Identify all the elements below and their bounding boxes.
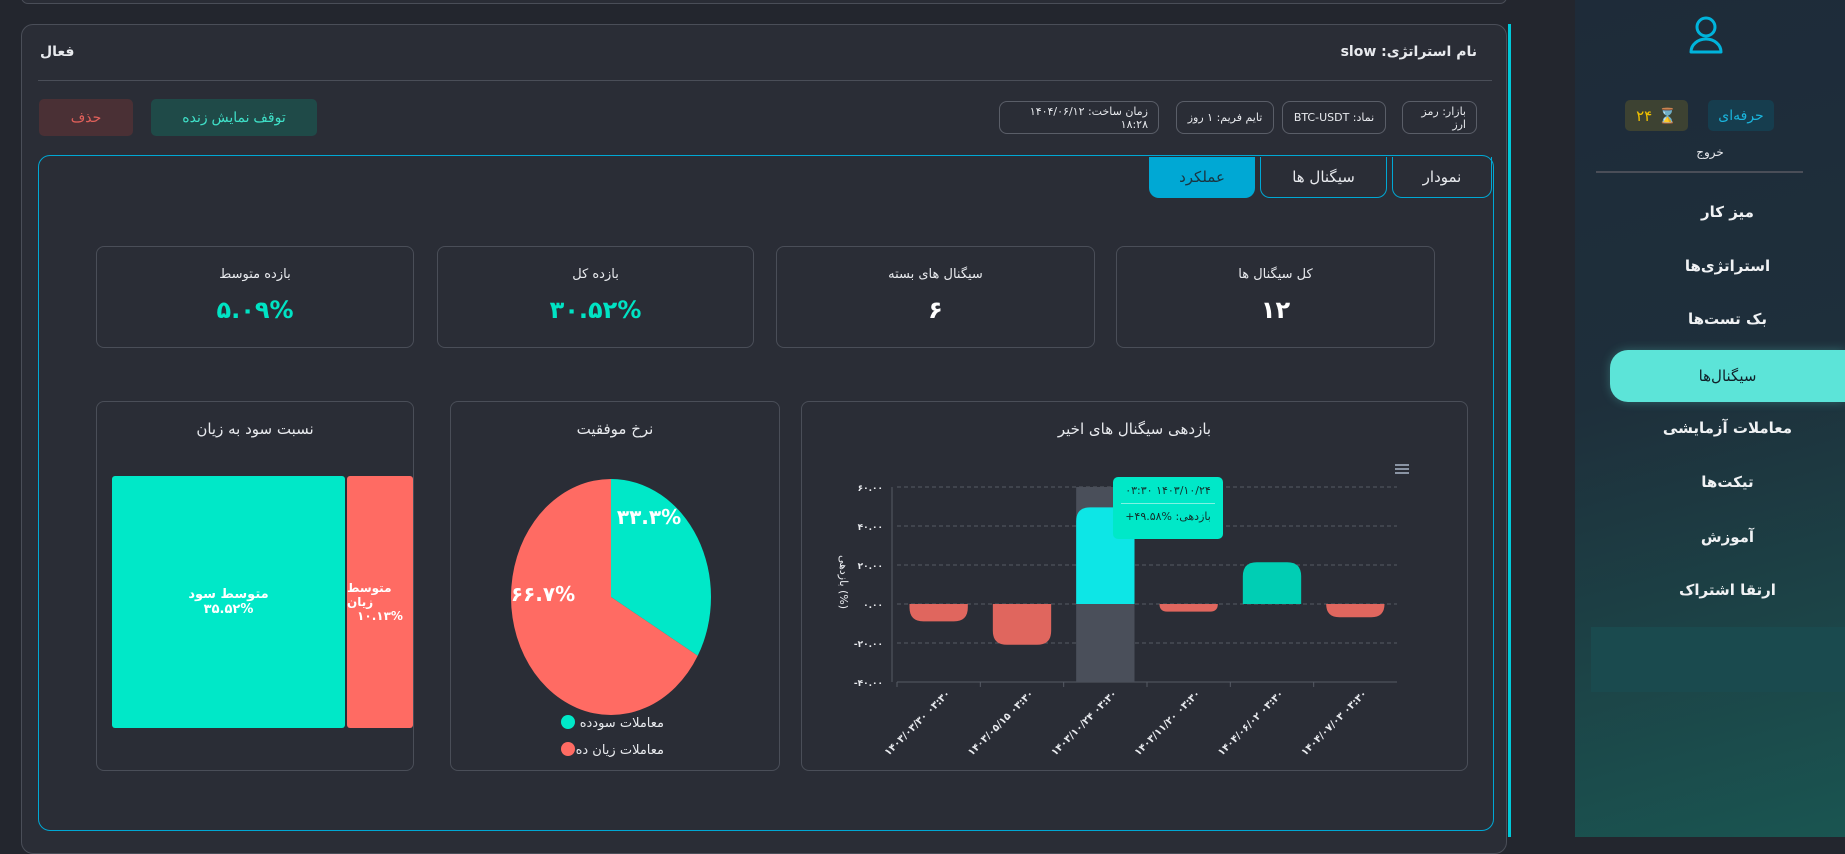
sidebar-item[interactable]: ارتقا اشتراک <box>1679 581 1776 599</box>
chip-market: بازار: رمز ارز <box>1402 101 1477 134</box>
divider <box>1596 171 1803 173</box>
x-tick-label: ۱۴۰۳/۱۰/۲۴ ۰۳:۳۰ <box>1049 688 1119 758</box>
stat-value: ۶ <box>928 296 943 324</box>
strategy-name: نام استراتژی: slow <box>1340 44 1477 60</box>
legend-item[interactable]: معاملات زیان ده <box>576 743 664 758</box>
tab-signals[interactable]: سیگنال ها <box>1260 157 1387 198</box>
sidebar: حرفه‌ای ۲۴ ⌛ خروج میز کار استراتژی‌ها بک تس… <box>1575 0 1845 837</box>
chart-title: نسبت سود به زیان <box>196 420 314 438</box>
top-card <box>21 0 1507 4</box>
x-tick-label: ۱۴۰۳/۱۱/۲۰ ۰۳:۳۰ <box>1133 688 1203 758</box>
chart-title: نرخ موفقیت <box>576 420 654 438</box>
sidebar-item[interactable]: سیگنال‌ها <box>1610 350 1845 402</box>
legend-marker-loss[interactable] <box>561 742 575 756</box>
stat-total-signals: کل سیگنال ها ۱۲ <box>1116 246 1435 348</box>
x-tick-label: ۱۴۰۳/۰۵/۱۵ ۰۳:۳۰ <box>966 688 1036 758</box>
chip-timeframe: تایم فریم: ۱ روز <box>1176 101 1274 134</box>
sidebar-item[interactable]: بک تست‌ها <box>1687 310 1768 328</box>
success-rate-panel: نرخ موفقیت ۳۳.۳% ۶۶.۷% معاملات سودده معا… <box>450 401 780 771</box>
bar[interactable] <box>909 604 968 622</box>
divider <box>38 80 1492 81</box>
legend-item[interactable]: معاملات سودده <box>580 716 664 731</box>
tab-performance[interactable]: عملکرد <box>1149 157 1255 198</box>
treemap-profit: متوسط سود ۳۵.۵۲% <box>112 476 345 728</box>
pie-slice-loss <box>511 479 698 715</box>
sidebar-item[interactable]: تیکت‌ها <box>1701 473 1754 491</box>
chart-title: بازدهی سیگنال های اخیر <box>1057 420 1212 438</box>
tooltip-title: ۱۴۰۳/۱۰/۲۴ ۰۳:۳۰ <box>1121 477 1215 504</box>
logout-link[interactable]: خروج <box>1696 145 1724 159</box>
legend-marker-win[interactable] <box>561 715 575 729</box>
status-badge: فعال <box>40 44 75 60</box>
y-tick-label: ۰.۰۰ <box>863 601 883 611</box>
recent-returns-panel: بازدهی سیگنال های اخیر -۴۰.۰۰ -۲۰.۰۰ ۰.۰۰ ۲… <box>801 401 1468 771</box>
hourglass-icon: ⌛ <box>1658 106 1677 125</box>
stat-value: ۱۲ <box>1260 296 1291 324</box>
menu-icon[interactable] <box>1395 464 1409 474</box>
treemap-label: متوسط سود <box>188 587 269 602</box>
stat-total-return: بازده کل ۳۰.۵۲% <box>437 246 754 348</box>
pie-label: ۶۶.۷% <box>511 582 575 606</box>
chip-created: زمان ساخت: ۱۴۰۴/۰۶/۱۲ ۱۸:۲۸ <box>999 101 1159 134</box>
chip-symbol: نماد: BTC-USDT <box>1282 101 1386 134</box>
tabs-container <box>38 155 1494 831</box>
tooltip-value: بازدهی: %۴۹.۵۸+ <box>1125 510 1211 523</box>
stat-title: کل سیگنال ها <box>1238 267 1313 282</box>
treemap-label: متوسط زیان <box>347 581 392 609</box>
stat-value: ۳۰.۵۲% <box>549 296 642 324</box>
pie-label: ۳۳.۳% <box>617 505 681 529</box>
bar[interactable] <box>1159 604 1218 612</box>
sidebar-item[interactable]: استراتژی‌ها <box>1684 257 1771 275</box>
promo-block <box>1591 627 1845 692</box>
user-icon[interactable] <box>1686 14 1726 56</box>
plan-badge: حرفه‌ای <box>1708 100 1774 131</box>
bar-chart: -۴۰.۰۰ -۲۰.۰۰ ۰.۰۰ ۲۰.۰۰ ۴۰.۰۰ ۶۰.۰۰ ۱۴۰۳/۰۳/۳… <box>837 464 1409 758</box>
bar[interactable] <box>1242 562 1302 604</box>
delete-button[interactable]: حذف <box>39 99 133 136</box>
stat-value: ۵.۰۹% <box>216 296 294 324</box>
accent-bar <box>1508 24 1511 837</box>
y-tick-label: ۴۰.۰۰ <box>858 523 883 533</box>
pie-chart: ۳۳.۳% ۶۶.۷% معاملات سودده معاملات زیان د… <box>511 479 711 758</box>
y-tick-label: -۴۰.۰۰ <box>854 679 883 689</box>
treemap-loss: متوسط زیان ۱۰.۱۳% <box>347 476 413 728</box>
tooltip: ۱۴۰۳/۱۰/۲۴ ۰۳:۳۰ بازدهی: %۴۹.۵۸+ <box>1113 477 1223 539</box>
stat-closed-signals: سیگنال های بسته ۶ <box>776 246 1095 348</box>
days-count: ۲۴ <box>1636 106 1653 125</box>
sidebar-item[interactable]: معاملات آزمایشی <box>1662 419 1793 437</box>
x-tick-label: ۱۴۰۴/۰۶/۰۲ ۰۳:۳۰ <box>1216 688 1286 758</box>
y-tick-label: ۲۰.۰۰ <box>858 562 883 572</box>
stat-average-return: بازده متوسط ۵.۰۹% <box>96 246 414 348</box>
y-tick-label: -۲۰.۰۰ <box>854 640 883 650</box>
y-axis-label: بازدهی (%) <box>837 555 850 609</box>
bar[interactable] <box>992 604 1052 645</box>
bar[interactable] <box>1326 604 1385 618</box>
stat-title: بازده کل <box>572 267 619 282</box>
treemap-value: ۱۰.۱۳% <box>357 609 403 623</box>
pie-slice-win <box>611 479 711 656</box>
x-tick-label: ۱۴۰۳/۰۳/۳۰ ۰۳:۳۰ <box>883 688 953 758</box>
stat-title: سیگنال های بسته <box>888 267 983 282</box>
days-remaining-badge: ۲۴ ⌛ <box>1625 100 1688 131</box>
stat-title: بازده متوسط <box>219 267 291 282</box>
sidebar-item[interactable]: آموزش <box>1700 528 1755 546</box>
tab-chart[interactable]: نمودار <box>1392 157 1492 198</box>
y-tick-label: ۶۰.۰۰ <box>858 484 883 494</box>
profit-loss-ratio-panel: نسبت سود به زیان متوسط سود ۳۵.۵۲% متوسط ز… <box>96 401 414 771</box>
sidebar-item[interactable]: میز کار <box>1701 203 1754 221</box>
x-tick-label: ۱۴۰۴/۰۷/۰۳ ۰۳:۳۰ <box>1299 688 1369 758</box>
treemap-value: ۳۵.۵۲% <box>203 602 254 617</box>
stop-live-button[interactable]: توقف نمایش زنده <box>151 99 317 136</box>
